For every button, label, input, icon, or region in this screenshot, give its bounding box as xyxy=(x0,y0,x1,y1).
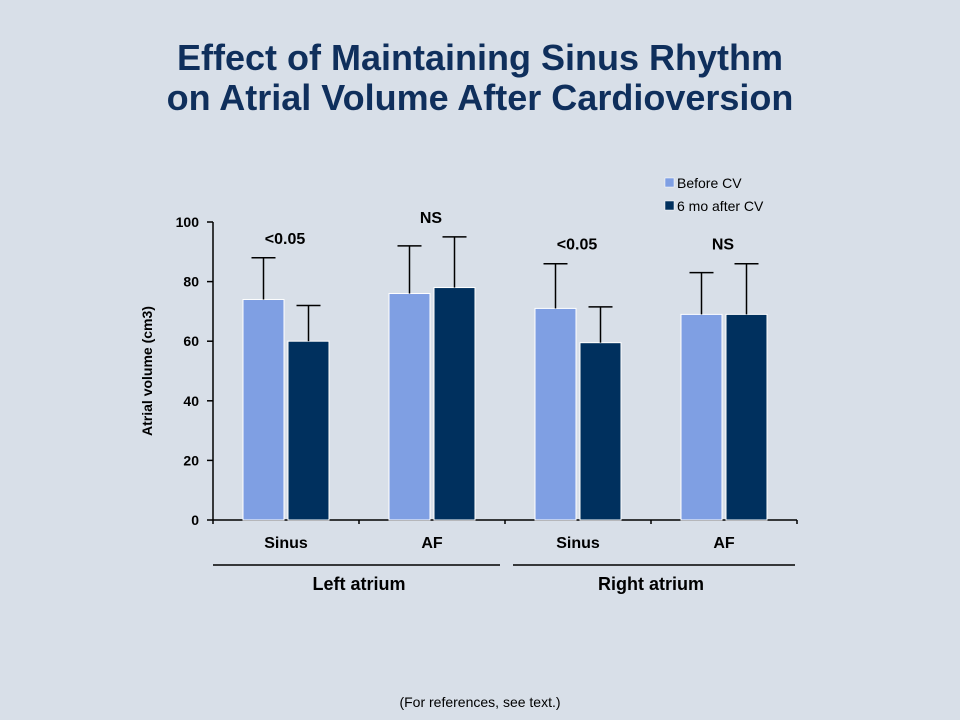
chart-legend: Before CV 6 mo after CV xyxy=(664,175,764,214)
group-label: Right atrium xyxy=(598,574,704,594)
significance-label: NS xyxy=(420,210,443,227)
bar xyxy=(725,313,768,521)
y-tick-label: 0 xyxy=(191,512,199,528)
y-tick-label: 80 xyxy=(183,274,199,290)
legend-swatch xyxy=(664,177,675,188)
y-tick-label: 60 xyxy=(183,333,199,349)
chart-labels: Sinus <0.05 AF NS Sinus <0.05 AF NS Left atrium R… xyxy=(213,210,795,594)
bar xyxy=(388,293,431,521)
significance-label: NS xyxy=(712,237,735,254)
title-line-1: Effect of Maintaining Sinus Rhythm xyxy=(176,37,783,78)
bar xyxy=(242,298,285,521)
y-tick-label: 40 xyxy=(183,393,199,409)
bar xyxy=(433,287,476,521)
x-tick-label: Sinus xyxy=(264,535,308,552)
title-line-2: on Atrial Volume After Cardioversion xyxy=(166,77,794,118)
x-tick-label: AF xyxy=(421,535,443,552)
bar xyxy=(579,342,622,521)
footnote: (For references, see text.) xyxy=(399,694,561,710)
bar xyxy=(287,340,330,521)
chart-axes: 0 20 40 60 80 100 Atrial volume (cm3) xyxy=(139,214,798,528)
significance-label: <0.05 xyxy=(557,237,598,254)
legend-swatch xyxy=(664,200,675,211)
legend-label: 6 mo after CV xyxy=(677,198,764,214)
slide-title: Effect of Maintaining Sinus Rhythm on At… xyxy=(0,38,960,118)
bar xyxy=(534,307,577,521)
y-tick-label: 100 xyxy=(176,214,200,230)
significance-label: <0.05 xyxy=(265,231,306,248)
x-tick-label: AF xyxy=(713,535,735,552)
bar xyxy=(680,313,723,521)
y-axis-label: Atrial volume (cm3) xyxy=(139,306,155,436)
legend-label: Before CV xyxy=(677,175,742,191)
y-tick-label: 20 xyxy=(183,452,199,468)
x-tick-label: Sinus xyxy=(556,535,600,552)
group-label: Left atrium xyxy=(312,574,405,594)
chart-bars xyxy=(242,236,768,521)
